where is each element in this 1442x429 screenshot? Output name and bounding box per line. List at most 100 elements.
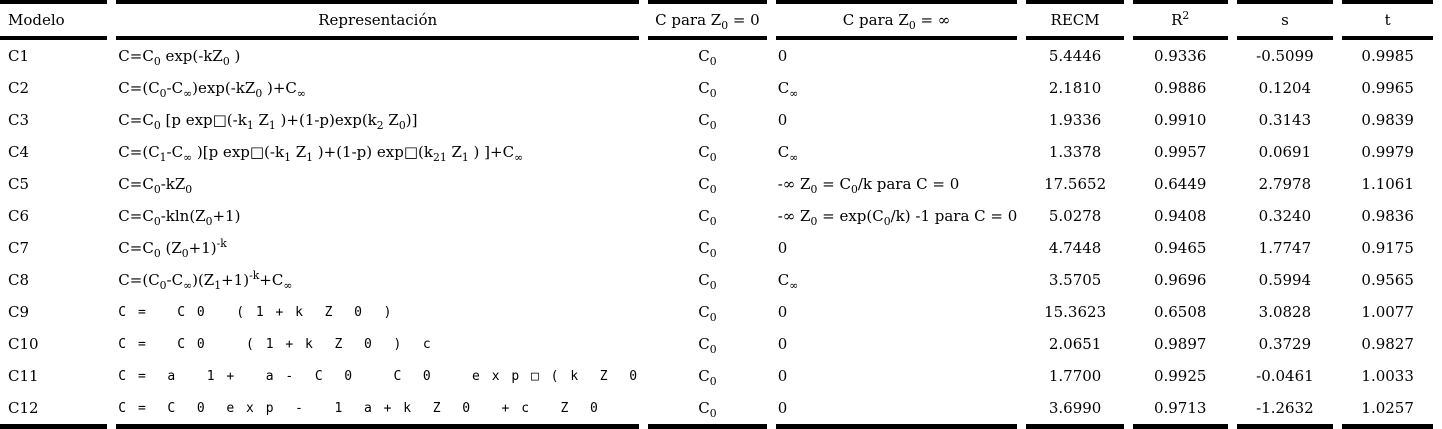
cell-t-value: 0.9827 bbox=[1361, 335, 1414, 353]
cell-representation: C=(C0-C∞)(Z1+1)-k+C∞ bbox=[118, 269, 293, 292]
cell-t-value: 0.9839 bbox=[1361, 111, 1414, 129]
cell-s-value: 2.7978 bbox=[1258, 175, 1312, 193]
cell-model-label: C3 bbox=[8, 111, 30, 129]
cell-c-at-z0-0: C0 bbox=[698, 335, 717, 356]
cell-c-at-z0-infinity: 0 bbox=[775, 392, 1018, 429]
header-recm: RECM bbox=[1026, 0, 1124, 40]
cell-c-at-z0-infinity: 0 bbox=[777, 239, 788, 257]
cell-s-value: 0.1204 bbox=[1258, 79, 1312, 97]
cell-model-label: C4 bbox=[8, 143, 30, 161]
table-row: C7 C=C0 (Z0+1)-k C0 0 4.7448 0.9465 1.77… bbox=[0, 232, 1433, 264]
cell-r-squared-value: 0.9713 bbox=[1132, 392, 1228, 429]
cell-c-at-z0-infinity: 0 bbox=[777, 111, 788, 129]
cell-t-value: 0.9836 bbox=[1361, 207, 1414, 225]
cell-r-squared-value: 0.6449 bbox=[1153, 175, 1207, 193]
table-row: C5 C=C0-kZ0 C0 -∞ Z0 = C0/k para C = 0 1… bbox=[0, 168, 1433, 200]
cell-t-value: 1.1061 bbox=[1361, 175, 1414, 193]
cell-c-at-z0-infinity: C∞ bbox=[777, 143, 799, 164]
cell-r-squared-value: 0.9897 bbox=[1153, 335, 1207, 353]
table-row: C9 C = C 0 ( 1 + k Z 0 ) C0 0 15.3623 0.… bbox=[0, 296, 1433, 328]
cell-r-squared-value: 0.9925 bbox=[1153, 367, 1207, 385]
cell-recm-value: 15.3623 bbox=[1044, 303, 1107, 321]
cell-c-at-z0-0: C0 bbox=[698, 47, 717, 68]
cell-recm-value: 5.4446 bbox=[1048, 47, 1102, 65]
header-representacion: Representación bbox=[116, 0, 640, 40]
cell-recm-value: 3.5705 bbox=[1048, 271, 1102, 289]
cell-s-value: -1.2632 bbox=[1236, 392, 1334, 429]
cell-c-at-z0-infinity: 0 bbox=[777, 303, 788, 321]
cell-t-value: 0.9175 bbox=[1361, 239, 1414, 257]
cell-c-at-z0-infinity: 0 bbox=[777, 335, 788, 353]
cell-recm-value: 2.1810 bbox=[1048, 79, 1102, 97]
cell-t-value: 0.9979 bbox=[1361, 143, 1414, 161]
cell-recm-value: 5.0278 bbox=[1048, 207, 1102, 225]
table-row: C3 C=C0 [p exp□(-k1 Z1 )+(1-p)exp(k2 Z0)… bbox=[0, 104, 1433, 136]
cell-r-squared-value: 0.9957 bbox=[1153, 143, 1207, 161]
table-row: C2 C=(C0-C∞)exp(-kZ0 )+C∞ C0 C∞ 2.1810 0… bbox=[0, 72, 1433, 104]
cell-c-at-z0-0: C0 bbox=[648, 392, 767, 429]
table-row: C12 C = C 0 e x p - 1 a + k Z 0 + c Z 0 … bbox=[0, 392, 1433, 429]
cell-model-label: C10 bbox=[8, 335, 39, 353]
cell-representation: C = C 0 e x p - 1 a + k Z 0 + c Z 0 bbox=[116, 392, 640, 429]
cell-c-at-z0-infinity: -∞ Z0 = exp(C0/k) -1 para C = 0 bbox=[777, 207, 1018, 228]
header-modelo: Modelo bbox=[0, 0, 108, 40]
cell-t-value: 0.9965 bbox=[1361, 79, 1414, 97]
cell-t-value: 1.0257 bbox=[1342, 392, 1433, 429]
cell-r-squared-value: 0.9910 bbox=[1153, 111, 1207, 129]
cell-model-label: C5 bbox=[8, 175, 30, 193]
cell-model-label: C12 bbox=[0, 392, 108, 429]
cell-recm-value: 2.0651 bbox=[1048, 335, 1102, 353]
cell-r-squared-value: 0.9465 bbox=[1153, 239, 1207, 257]
cell-model-label: C6 bbox=[8, 207, 30, 225]
cell-model-label: C8 bbox=[8, 271, 30, 289]
table-body: C1 C=C0 exp(-kZ0 ) C0 0 5.4446 0.9336 -0… bbox=[0, 40, 1433, 429]
table-row: C10 C = C 0 ( 1 + k Z 0 ) c C0 0 2.0651 … bbox=[0, 328, 1433, 360]
cell-c-at-z0-0: C0 bbox=[698, 207, 717, 228]
cell-recm-value: 3.6990 bbox=[1026, 392, 1124, 429]
header-c-para-z0-0: C para Z0 = 0 bbox=[648, 0, 767, 40]
cell-s-value: 0.0691 bbox=[1258, 143, 1312, 161]
cell-c-at-z0-0: C0 bbox=[698, 303, 717, 324]
cell-t-value: 0.9985 bbox=[1361, 47, 1414, 65]
cell-representation: C = C 0 ( 1 + k Z 0 ) c bbox=[118, 336, 433, 352]
cell-r-squared-value: 0.9408 bbox=[1153, 207, 1207, 225]
cell-r-squared-value: 0.9696 bbox=[1153, 271, 1207, 289]
cell-t-value: 0.9565 bbox=[1361, 271, 1414, 289]
cell-t-value: 1.0033 bbox=[1361, 367, 1414, 385]
cell-r-squared-value: 0.6508 bbox=[1153, 303, 1207, 321]
table-row: C8 C=(C0-C∞)(Z1+1)-k+C∞ C0 C∞ 3.5705 0.9… bbox=[0, 264, 1433, 296]
header-c-para-z0-inf: C para Z0 = ∞ bbox=[775, 0, 1018, 40]
cell-model-label: C11 bbox=[8, 367, 39, 385]
cell-representation: C = a 1 + a - C 0 C 0 e x p □ ( k Z 0 bbox=[118, 368, 640, 384]
cell-representation: C=(C1-C∞ )[p exp□(-k1 Z1 )+(1-p) exp□(k2… bbox=[118, 143, 524, 164]
table-row: C6 C=C0-kln(Z0+1) C0 -∞ Z0 = exp(C0/k) -… bbox=[0, 200, 1433, 232]
cell-representation: C=C0-kln(Z0+1) bbox=[118, 207, 241, 228]
cell-c-at-z0-0: C0 bbox=[698, 111, 717, 132]
cell-recm-value: 1.9336 bbox=[1048, 111, 1102, 129]
cell-c-at-z0-0: C0 bbox=[698, 271, 717, 292]
cell-c-at-z0-infinity: 0 bbox=[777, 367, 788, 385]
table-row: C4 C=(C1-C∞ )[p exp□(-k1 Z1 )+(1-p) exp□… bbox=[0, 136, 1433, 168]
header-t: t bbox=[1342, 0, 1433, 40]
cell-c-at-z0-infinity: C∞ bbox=[777, 271, 799, 292]
cell-c-at-z0-0: C0 bbox=[698, 175, 717, 196]
cell-representation: C=(C0-C∞)exp(-kZ0 )+C∞ bbox=[118, 79, 306, 100]
cell-recm-value: 1.3378 bbox=[1048, 143, 1102, 161]
cell-model-label: C9 bbox=[8, 303, 30, 321]
header-s: s bbox=[1236, 0, 1334, 40]
cell-recm-value: 17.5652 bbox=[1044, 175, 1107, 193]
cell-t-value: 1.0077 bbox=[1361, 303, 1414, 321]
cell-model-label: C7 bbox=[8, 239, 30, 257]
cell-c-at-z0-infinity: -∞ Z0 = C0/k para C = 0 bbox=[777, 175, 960, 196]
cell-s-value: 1.7747 bbox=[1258, 239, 1312, 257]
cell-c-at-z0-0: C0 bbox=[698, 79, 717, 100]
table-row: C1 C=C0 exp(-kZ0 ) C0 0 5.4446 0.9336 -0… bbox=[0, 40, 1433, 72]
cell-s-value: 3.0828 bbox=[1258, 303, 1312, 321]
cell-c-at-z0-0: C0 bbox=[698, 239, 717, 260]
cell-representation: C=C0-kZ0 bbox=[118, 175, 193, 196]
cell-s-value: 0.3143 bbox=[1258, 111, 1312, 129]
cell-representation: C=C0 (Z0+1)-k bbox=[118, 237, 227, 260]
cell-model-label: C1 bbox=[8, 47, 30, 65]
cell-model-label: C2 bbox=[8, 79, 30, 97]
